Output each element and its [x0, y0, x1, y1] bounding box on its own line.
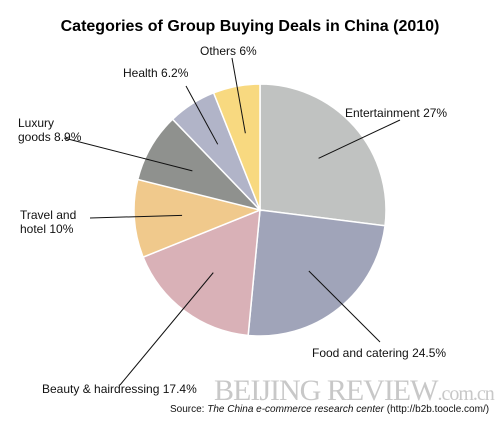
value-label: 17.4%	[162, 382, 197, 396]
source-prefix: Source:	[170, 404, 205, 415]
slice-label: Health 6.2%	[123, 66, 203, 80]
slice-label: Entertainment 27%	[345, 106, 495, 120]
leader-line	[231, 57, 246, 134]
watermark-suffix: .com.cn	[437, 383, 494, 405]
leader-line	[185, 85, 219, 145]
value-label: 8.9%	[54, 130, 82, 144]
source-note: Source: The China e-commerce research ce…	[170, 404, 489, 415]
category-name: Beauty & hairdressing	[42, 382, 160, 396]
category-name: Food and catering	[312, 346, 409, 360]
pie-slice	[133, 178, 263, 259]
category-name: Luxury goods	[18, 116, 55, 144]
leader-line	[119, 272, 214, 386]
pie-slice	[212, 83, 261, 211]
slice-label: Others 6%	[200, 44, 280, 58]
slice-label: Beauty & hairdressing 17.4%	[42, 382, 202, 396]
category-name: Health	[123, 66, 158, 80]
leader-line	[318, 119, 401, 159]
leader-line	[308, 270, 381, 343]
pie-slice	[259, 83, 387, 227]
category-name: Others	[200, 44, 237, 58]
value-label: 10%	[49, 222, 74, 236]
value-label: 24.5%	[412, 346, 447, 360]
slice-label: Luxury goods 8.9%	[18, 116, 88, 144]
leader-line	[63, 137, 193, 172]
pie-slice	[247, 209, 386, 337]
value-label: 6.2%	[161, 66, 189, 80]
value-label: 27%	[423, 106, 448, 120]
slice-label: Travel and hotel 10%	[20, 208, 90, 236]
slice-label: Food and catering 24.5%	[312, 346, 482, 360]
chart-title: Categories of Group Buying Deals in Chin…	[60, 18, 440, 35]
watermark: BEIJING REVIEW.com.cn	[214, 374, 495, 408]
source-name: The China e-commerce research center	[207, 404, 384, 415]
category-name: Entertainment	[345, 106, 420, 120]
watermark-main: BEIJING REVIEW	[214, 374, 438, 407]
value-label: 6%	[239, 44, 257, 58]
leader-line	[89, 214, 183, 219]
source-url: (http://b2b.toocle.com/)	[386, 404, 490, 415]
category-name: Travel and hotel	[20, 208, 77, 236]
pie-slice	[142, 208, 261, 337]
